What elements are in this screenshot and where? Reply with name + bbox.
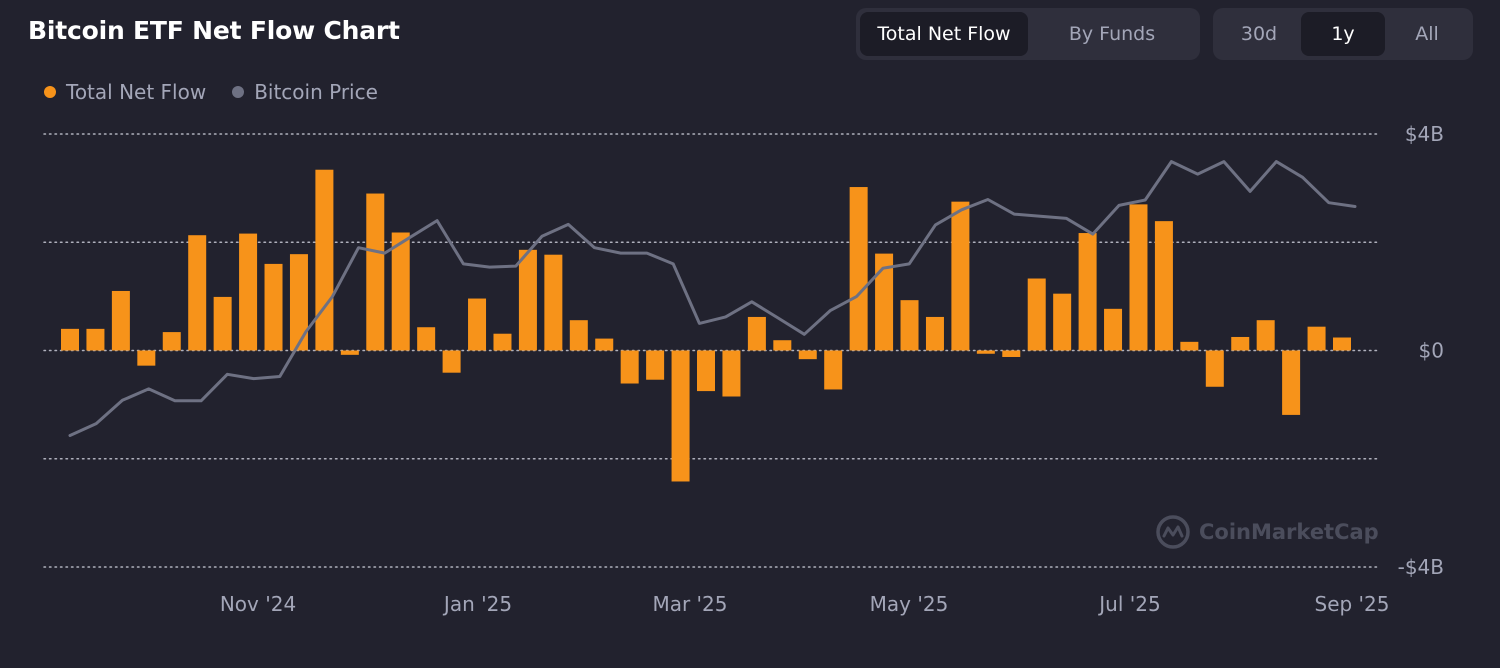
net-flow-bar	[569, 320, 588, 351]
bitcoin-price-line	[68, 160, 1357, 437]
net-flow-bar	[340, 350, 359, 355]
net-flow-bar	[1307, 326, 1326, 351]
legend-dot-bitcoin-price	[232, 86, 245, 98]
net-flow-bar	[773, 340, 792, 351]
net-flow-bar	[722, 350, 741, 397]
page-title: Bitcoin ETF Net Flow Chart	[28, 16, 400, 45]
legend-dot-net-flow	[44, 86, 56, 98]
net-flow-bar	[1027, 278, 1046, 351]
x-tick-label: Sep '25	[1315, 592, 1390, 616]
tab-by-funds[interactable]: By Funds	[1068, 23, 1156, 45]
coinmarketcap-logo-icon	[1156, 515, 1190, 549]
net-flow-bar	[595, 338, 614, 351]
net-flow-bar	[493, 333, 512, 351]
net-flow-bar	[671, 350, 690, 482]
net-flow-bar	[1205, 350, 1224, 387]
net-flow-bar	[824, 350, 843, 390]
net-flow-bar	[442, 350, 461, 373]
net-flow-bar	[646, 350, 665, 380]
net-flow-bar	[264, 263, 283, 351]
net-flow-bar	[417, 327, 436, 351]
range-toggle: 30d 1y All	[1213, 8, 1473, 60]
net-flow-bar	[468, 298, 487, 351]
net-flow-bar	[366, 193, 385, 351]
net-flow-bar	[544, 254, 563, 351]
net-flow-bar	[391, 232, 410, 351]
net-flow-bar	[1256, 320, 1275, 351]
net-flow-bar	[875, 253, 894, 351]
net-flow-bar	[1282, 350, 1301, 415]
watermark-text: CoinMarketCap	[1199, 520, 1379, 544]
legend-item-bitcoin-price[interactable]: Bitcoin Price	[232, 80, 378, 104]
net-flow-bar	[900, 300, 919, 351]
net-flow-bar	[1104, 308, 1123, 351]
net-flow-bar	[1154, 221, 1173, 351]
net-flow-bar	[137, 350, 156, 366]
net-flow-bar	[1078, 233, 1097, 351]
net-flow-bar	[518, 249, 537, 351]
legend-label-bitcoin-price: Bitcoin Price	[254, 80, 378, 104]
net-flow-bar	[61, 328, 79, 351]
range-1y-button[interactable]: 1y	[1301, 12, 1385, 56]
net-flow-bar	[849, 187, 868, 351]
net-flow-bar	[162, 332, 181, 351]
x-tick-label: Mar '25	[652, 592, 727, 616]
net-flow-bar	[1180, 341, 1199, 351]
y-tick-label: $0	[1419, 339, 1444, 363]
net-flow-bar	[620, 350, 639, 384]
net-flow-bar	[925, 316, 944, 351]
net-flow-bar	[951, 201, 970, 351]
net-flow-bar	[798, 350, 817, 360]
net-flow-bar	[747, 316, 766, 351]
net-flow-bar	[315, 169, 334, 351]
net-flow-bar	[213, 296, 232, 351]
range-all-button[interactable]: All	[1415, 23, 1439, 45]
range-30d-button[interactable]: 30d	[1240, 23, 1278, 45]
chart-legend: Total Net Flow Bitcoin Price	[44, 80, 404, 104]
legend-label-net-flow: Total Net Flow	[66, 80, 207, 104]
watermark: CoinMarketCap	[1155, 514, 1379, 550]
net-flow-bar	[188, 235, 207, 351]
net-flow-bar	[1333, 337, 1351, 351]
net-flow-bar	[289, 254, 308, 351]
x-tick-label: May '25	[870, 592, 949, 616]
view-toggle: Total Net Flow By Funds	[856, 8, 1200, 60]
x-tick-label: Nov '24	[220, 592, 296, 616]
net-flow-bar	[1053, 293, 1072, 351]
x-tick-label: Jul '25	[1097, 592, 1160, 616]
net-flow-bar	[111, 290, 130, 351]
net-flow-bar	[697, 350, 715, 392]
legend-item-net-flow[interactable]: Total Net Flow	[44, 80, 206, 104]
y-tick-label: $4B	[1405, 122, 1444, 146]
y-tick-label: -$4B	[1398, 555, 1444, 579]
net-flow-bar	[1231, 336, 1250, 351]
x-tick-label: Jan '25	[442, 592, 512, 616]
net-flow-bar	[1129, 204, 1148, 351]
net-flow-bar	[239, 233, 258, 351]
tab-total-net-flow[interactable]: Total Net Flow	[860, 12, 1028, 56]
net-flow-bar	[86, 328, 105, 351]
net-flow-bar	[1002, 350, 1021, 357]
net-flow-bar	[976, 350, 995, 354]
